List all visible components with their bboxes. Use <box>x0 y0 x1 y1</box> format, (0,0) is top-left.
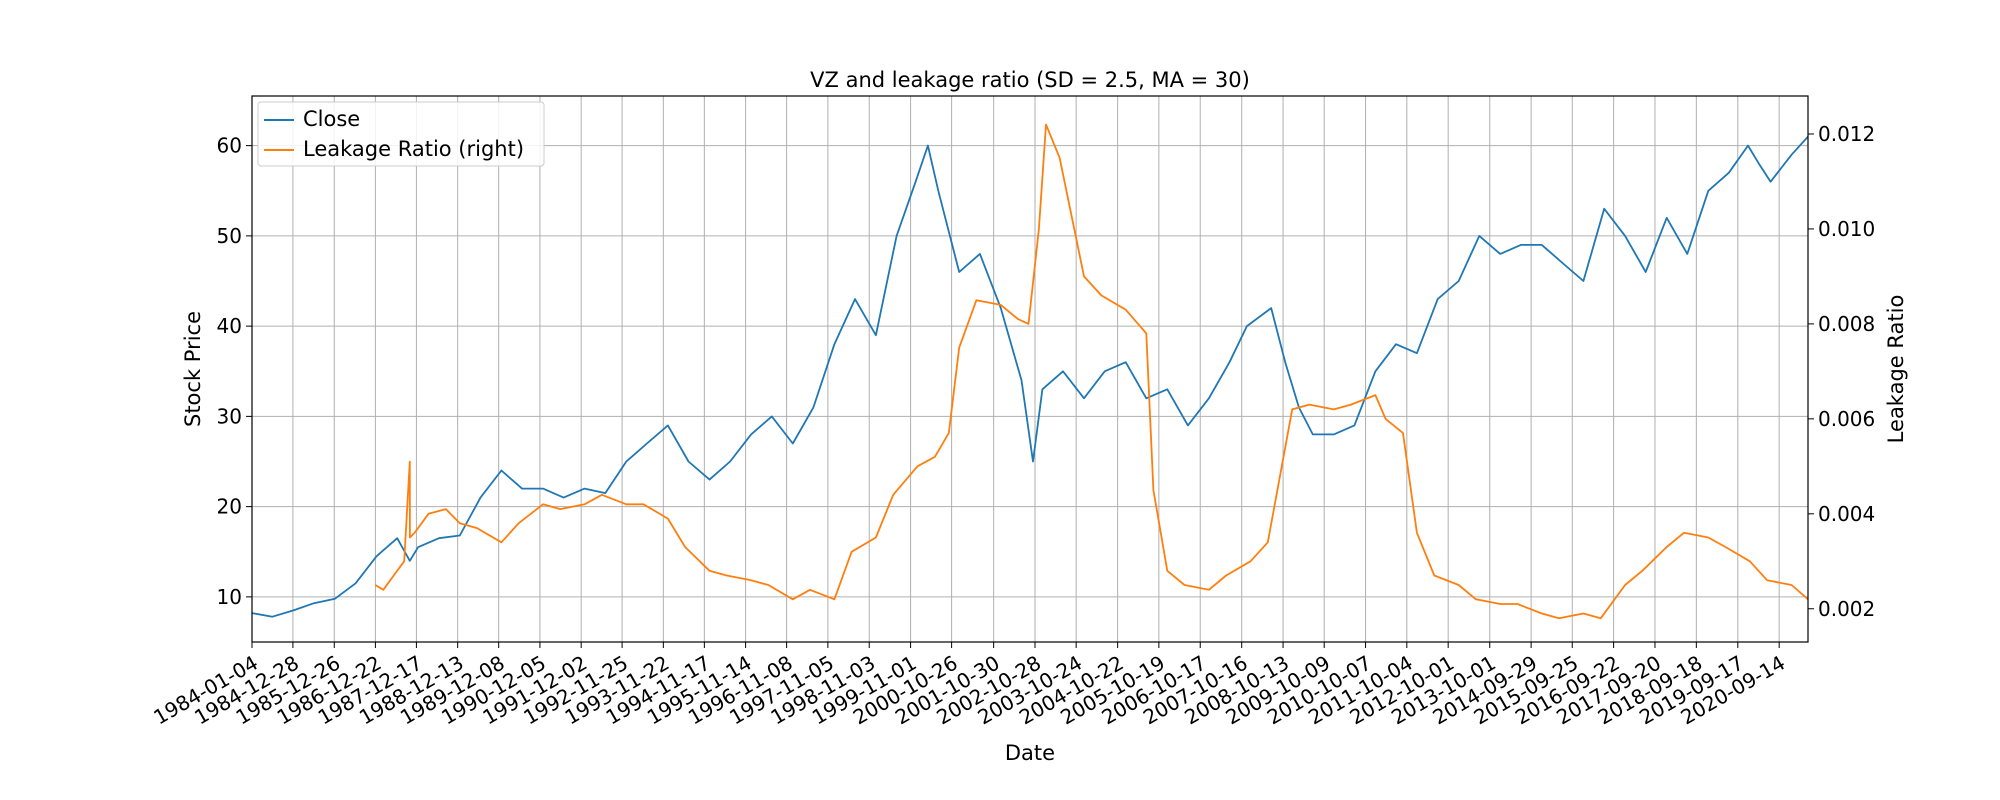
legend-label-close: Close <box>303 107 360 131</box>
y-tick-label-right: 0.002 <box>1818 597 1875 621</box>
y-tick-label-left: 40 <box>217 314 242 338</box>
series-line-leakage-ratio-right <box>374 123 1809 620</box>
y-tick-label-right: 0.008 <box>1818 312 1875 336</box>
y-tick-label-left: 10 <box>217 585 242 609</box>
y-tick-label-right: 0.006 <box>1818 407 1875 431</box>
x-axis-title: Date <box>1005 741 1055 765</box>
series-layer <box>251 123 1809 620</box>
grid <box>251 96 1808 642</box>
plot-frame <box>251 95 1809 643</box>
y-axis-title-right: Leakage Ratio <box>1884 295 1908 444</box>
x-axis: 1984-01-041984-12-281985-12-261986-12-22… <box>149 642 1789 729</box>
y-axis-left: 10 20 30 40 50 60 <box>217 134 252 609</box>
y-tick-label-left: 30 <box>217 404 242 428</box>
chart-title: VZ and leakage ratio (SD = 2.5, MA = 30) <box>810 68 1250 92</box>
y-axis-right: 0.002 0.004 0.006 0.008 0.010 0.012 <box>1808 122 1875 621</box>
y-tick-label-left: 50 <box>217 224 242 248</box>
y-tick-label-right: 0.004 <box>1818 502 1875 526</box>
y-tick-label-left: 20 <box>217 495 242 519</box>
legend-label-leakage-ratio: Leakage Ratio (right) <box>303 137 524 161</box>
y-tick-label-right: 0.010 <box>1818 217 1875 241</box>
y-tick-label-left: 60 <box>217 134 242 158</box>
legend-box <box>257 101 545 167</box>
series-line-close <box>251 135 1809 618</box>
y-axis-title-left: Stock Price <box>181 311 205 427</box>
y-tick-label-right: 0.012 <box>1818 122 1875 146</box>
legend: Close Leakage Ratio (right) <box>257 101 545 167</box>
